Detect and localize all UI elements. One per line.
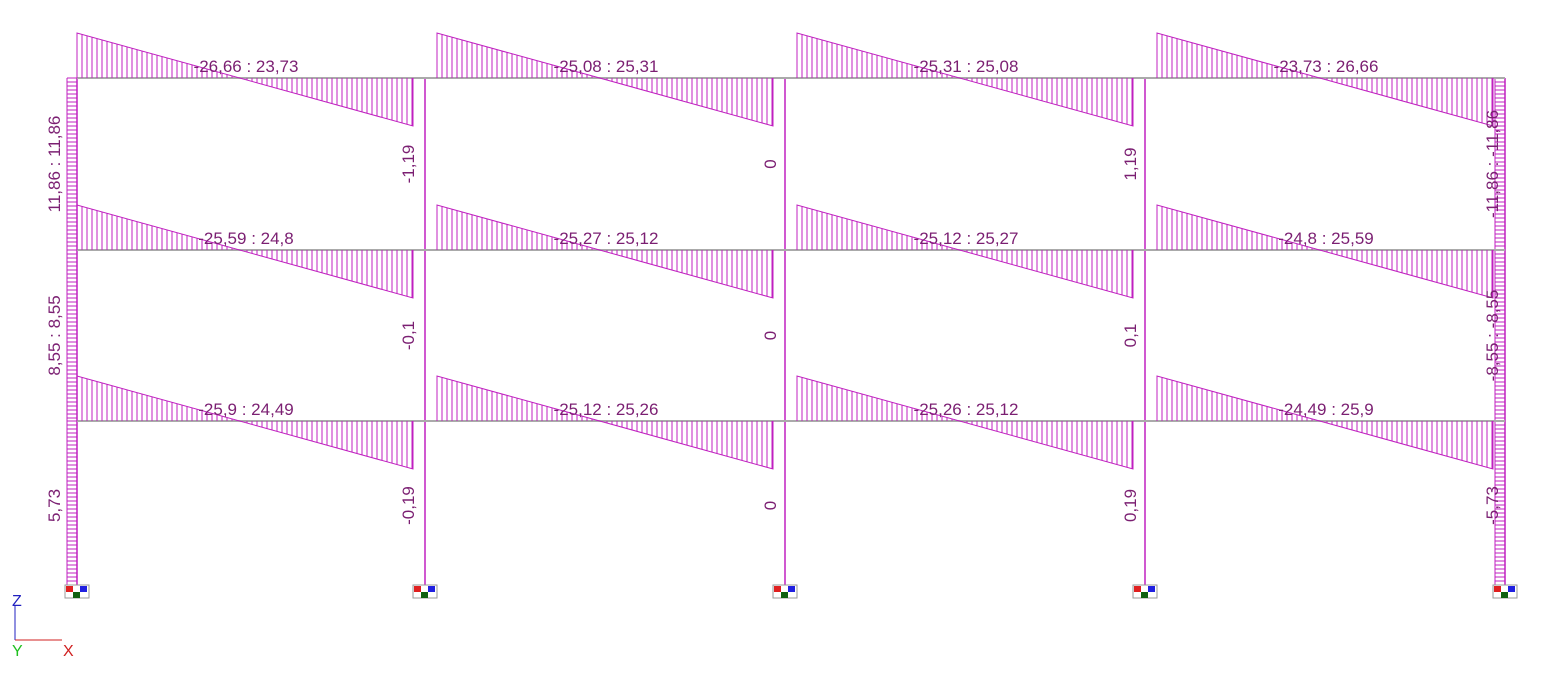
beam-label: -24,8 : 25,59 (1278, 229, 1373, 248)
column-label: 0,1 (1121, 324, 1140, 348)
column-label: 0 (761, 159, 780, 168)
support-green (1501, 592, 1508, 598)
support-green (73, 592, 80, 598)
column-label: -0,19 (399, 486, 418, 525)
beam-label: -26,66 : 23,73 (194, 57, 299, 76)
shear-outline (436, 375, 774, 470)
column-label: 11,86 : 11,86 (45, 116, 64, 213)
column-label: 0 (761, 331, 780, 340)
column-label: -11,86 : -11,86 (1483, 110, 1502, 218)
shear-outline (796, 375, 1134, 470)
column-label: -1,19 (399, 145, 418, 184)
column-label: 0,19 (1121, 489, 1140, 522)
shear-outline (796, 32, 1134, 127)
shear-outline (1156, 32, 1494, 127)
beam-label: -25,27 : 25,12 (554, 229, 659, 248)
column-hatch (67, 77, 1505, 251)
beam-label: -25,9 : 24,49 (198, 400, 293, 419)
column-label: 1,19 (1121, 147, 1140, 180)
support-blue (1508, 586, 1515, 592)
support-blue (1148, 586, 1155, 592)
beam-label: -25,59 : 24,8 (198, 229, 293, 248)
support-blue (80, 586, 87, 592)
column-hatch (67, 249, 1505, 419)
shear-outline (76, 375, 414, 470)
axis-triad: Z X Y (12, 593, 74, 660)
shear-outline (76, 32, 414, 127)
column-label: -8,55 : -8,55 (1483, 290, 1502, 382)
column-label: -0,1 (399, 321, 418, 350)
column-hatch (67, 420, 1505, 590)
column-label: 8,55 : 8,55 (45, 295, 64, 375)
support-blue (428, 586, 435, 592)
support-blue (788, 586, 795, 592)
beam-label: -25,31 : 25,08 (914, 57, 1019, 76)
beam-label: -25,12 : 25,27 (914, 229, 1019, 248)
support-green (781, 592, 788, 598)
support-green (421, 592, 428, 598)
support-red (774, 586, 781, 592)
beam-label: -24,49 : 25,9 (1278, 400, 1373, 419)
column-label: 5,73 (45, 489, 64, 522)
column-outline (66, 421, 1496, 590)
beam-label: -25,26 : 25,12 (914, 400, 1019, 419)
column-label: 0 (761, 501, 780, 510)
shear-outline (436, 204, 774, 299)
column-outline (66, 250, 1496, 421)
support-red (1134, 586, 1141, 592)
shear-outline (76, 204, 414, 299)
y-label: Y (12, 643, 23, 660)
z-label: Z (12, 593, 22, 610)
shear-outline (1156, 204, 1494, 299)
support-red (414, 586, 421, 592)
x-label: X (63, 643, 74, 660)
support-red (66, 586, 73, 592)
column-label: -5,73 (1483, 486, 1502, 525)
shear-outline (436, 32, 774, 127)
column-outline (66, 78, 1496, 250)
shear-outline (796, 204, 1134, 299)
beam-label: -25,12 : 25,26 (554, 400, 659, 419)
beam-label: -23,73 : 26,66 (1274, 57, 1379, 76)
shear-outline (1156, 375, 1494, 470)
support-green (1141, 592, 1148, 598)
support-red (1494, 586, 1501, 592)
beam-label: -25,08 : 25,31 (554, 57, 659, 76)
